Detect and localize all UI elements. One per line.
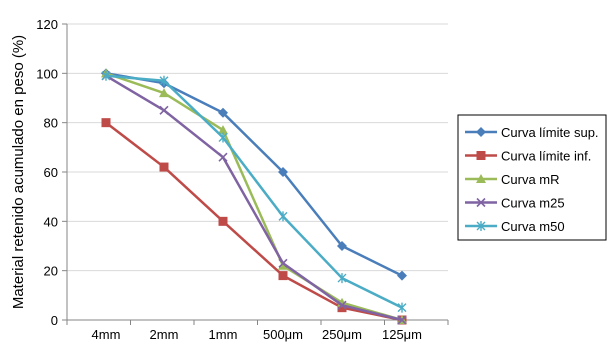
- y-tick-label: 40: [44, 214, 58, 229]
- series-line: [105, 121, 403, 322]
- x-tick-labels: 4mm 2mm 1mm 500μm 250μm 125μm: [92, 327, 422, 342]
- x-tick-label: 500μm: [263, 327, 303, 342]
- gridlines: [67, 23, 448, 272]
- y-tick-label: 120: [36, 17, 58, 32]
- series-line: [105, 74, 403, 322]
- data-point: [278, 211, 288, 222]
- legend: Curva límite sup. Curva límite inf. Curva …: [457, 114, 607, 241]
- y-tick-label: 0: [51, 313, 58, 328]
- x-tick-label: 250μm: [322, 327, 362, 342]
- data-point: [218, 107, 228, 118]
- data-point: [278, 167, 288, 177]
- x-tick-label: 1mm: [209, 327, 238, 342]
- series-5: [101, 70, 407, 313]
- data-point: [397, 302, 407, 313]
- data-point: [218, 132, 228, 143]
- legend-item: Curva límite inf.: [465, 149, 591, 164]
- legend-label: Curva m50: [501, 219, 565, 234]
- x-tick-label: 125μm: [382, 327, 422, 342]
- data-point: [159, 75, 169, 86]
- data-point: [337, 300, 347, 310]
- data-point: [476, 151, 486, 160]
- x-tick-label: 4mm: [92, 327, 121, 342]
- series-line: [105, 72, 403, 322]
- data-point: [337, 273, 347, 284]
- data-point: [476, 221, 486, 231]
- data-point: [397, 270, 407, 281]
- data-point: [218, 216, 228, 226]
- legend-item: Curva mR: [465, 172, 560, 187]
- data-point: [101, 118, 111, 128]
- data-point: [101, 70, 111, 81]
- data-point: [476, 174, 486, 183]
- legend-item: Curva m25: [465, 196, 565, 211]
- y-tick-label: 60: [44, 165, 58, 180]
- legend-label: Curva límite inf.: [501, 149, 591, 164]
- series-line: [105, 74, 403, 309]
- y-tick-label: 100: [36, 66, 58, 81]
- y-axis-title: Material retenido acumulado en peso (%): [10, 35, 27, 309]
- data-point: [278, 271, 288, 281]
- data-point: [218, 152, 228, 162]
- legend-label: Curva límite sup.: [501, 125, 599, 140]
- data-point: [476, 197, 486, 208]
- data-point: [159, 105, 169, 115]
- data-point: [337, 303, 347, 313]
- legend-item: Curva límite sup.: [465, 125, 599, 140]
- data-point: [397, 315, 407, 325]
- legend-item: Curva m50: [465, 219, 565, 234]
- series-group: [101, 68, 407, 325]
- series-3: [101, 68, 407, 324]
- data-point: [159, 88, 169, 98]
- data-point: [476, 127, 486, 137]
- x-tick-label: 2mm: [150, 327, 179, 342]
- legend-label: Curva mR: [501, 172, 560, 187]
- legend-label: Curva m25: [501, 196, 565, 211]
- data-point: [278, 258, 288, 268]
- y-tick-labels: 0 20 40 60 80 100 120: [36, 17, 58, 328]
- data-point: [278, 260, 288, 270]
- series-line: [105, 72, 403, 277]
- y-tick-label: 80: [44, 116, 58, 131]
- axes: [62, 23, 449, 325]
- data-point: [337, 241, 347, 251]
- data-point: [218, 125, 228, 135]
- data-point: [159, 162, 169, 172]
- y-tick-label: 20: [44, 264, 58, 279]
